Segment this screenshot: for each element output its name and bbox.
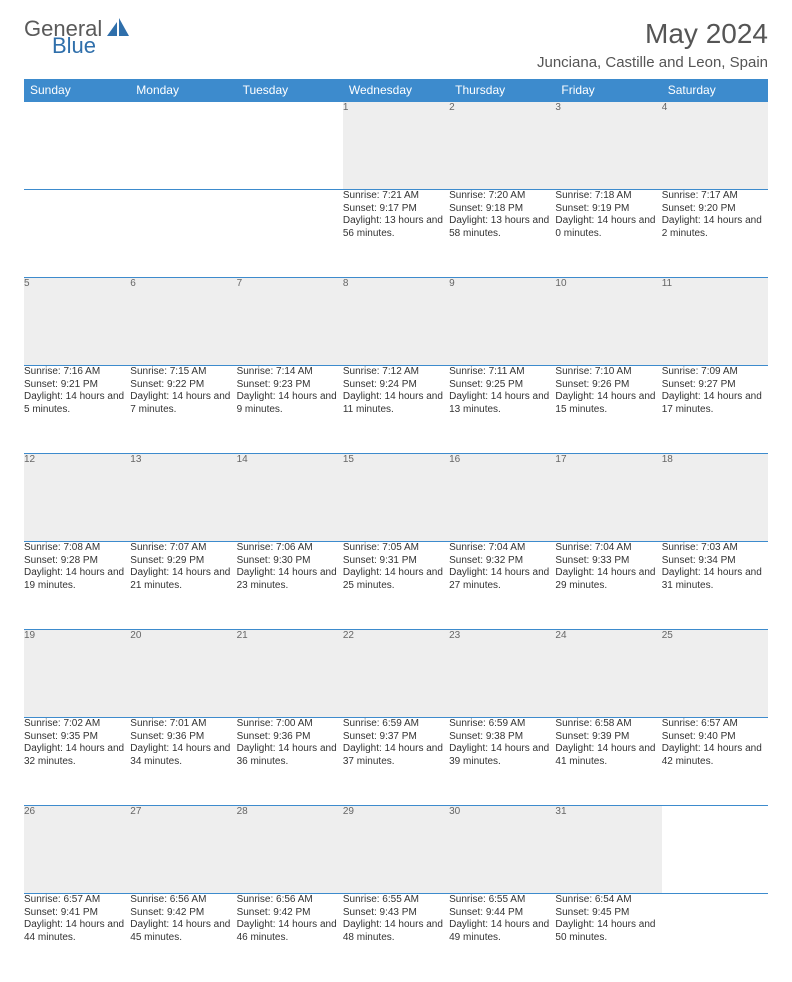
day-number-cell: 12 [24,454,130,542]
day-info-cell: Sunrise: 7:04 AMSunset: 9:33 PMDaylight:… [555,542,661,630]
day-info-cell: Sunrise: 6:54 AMSunset: 9:45 PMDaylight:… [555,894,661,982]
day-number-cell: 5 [24,278,130,366]
day-info-cell: Sunrise: 6:59 AMSunset: 9:37 PMDaylight:… [343,718,449,806]
day-number-cell: 4 [662,102,768,190]
day-info-cell: Sunrise: 6:56 AMSunset: 9:42 PMDaylight:… [237,894,343,982]
day-number-cell: 26 [24,806,130,894]
day-number-cell: 6 [130,278,236,366]
calendar-table: SundayMondayTuesdayWednesdayThursdayFrid… [24,79,768,982]
day-info-cell: Sunrise: 6:56 AMSunset: 9:42 PMDaylight:… [130,894,236,982]
day-info-cell: Sunrise: 6:55 AMSunset: 9:43 PMDaylight:… [343,894,449,982]
day-info-cell: Sunrise: 7:20 AMSunset: 9:18 PMDaylight:… [449,190,555,278]
day-info-cell: Sunrise: 7:21 AMSunset: 9:17 PMDaylight:… [343,190,449,278]
day-info-cell: Sunrise: 6:59 AMSunset: 9:38 PMDaylight:… [449,718,555,806]
day-number-cell: 19 [24,630,130,718]
day-info-cell: Sunrise: 7:01 AMSunset: 9:36 PMDaylight:… [130,718,236,806]
day-info-cell: Sunrise: 7:18 AMSunset: 9:19 PMDaylight:… [555,190,661,278]
calendar-body: 1234Sunrise: 7:21 AMSunset: 9:17 PMDayli… [24,102,768,982]
day-number-cell: 20 [130,630,236,718]
day-number-cell: 10 [555,278,661,366]
day-number-cell: 2 [449,102,555,190]
day-info-cell: Sunrise: 7:02 AMSunset: 9:35 PMDaylight:… [24,718,130,806]
brand-logo: General Blue [24,18,129,57]
day-number-cell: 17 [555,454,661,542]
dow-header: Sunday [24,79,130,102]
day-info-cell: Sunrise: 7:06 AMSunset: 9:30 PMDaylight:… [237,542,343,630]
location: Junciana, Castille and Leon, Spain [537,54,768,71]
page-header: General Blue May 2024 Junciana, Castille… [24,18,768,71]
dow-header: Wednesday [343,79,449,102]
day-info-cell: Sunrise: 6:58 AMSunset: 9:39 PMDaylight:… [555,718,661,806]
day-info-cell [662,894,768,982]
dow-header: Friday [555,79,661,102]
dow-header: Thursday [449,79,555,102]
day-number-cell: 24 [555,630,661,718]
day-number-cell: 16 [449,454,555,542]
dow-header: Saturday [662,79,768,102]
day-info-cell [24,190,130,278]
day-info-cell: Sunrise: 7:17 AMSunset: 9:20 PMDaylight:… [662,190,768,278]
day-number-cell [237,102,343,190]
day-info-cell: Sunrise: 7:10 AMSunset: 9:26 PMDaylight:… [555,366,661,454]
day-info-cell: Sunrise: 7:09 AMSunset: 9:27 PMDaylight:… [662,366,768,454]
dow-header: Tuesday [237,79,343,102]
day-info-cell: Sunrise: 6:57 AMSunset: 9:41 PMDaylight:… [24,894,130,982]
day-info-cell: Sunrise: 7:16 AMSunset: 9:21 PMDaylight:… [24,366,130,454]
day-number-cell: 7 [237,278,343,366]
day-number-cell: 31 [555,806,661,894]
day-number-cell: 25 [662,630,768,718]
day-number-cell: 1 [343,102,449,190]
day-number-cell: 30 [449,806,555,894]
day-number-cell: 29 [343,806,449,894]
month-title: May 2024 [537,18,768,50]
day-number-cell: 8 [343,278,449,366]
day-info-cell: Sunrise: 6:57 AMSunset: 9:40 PMDaylight:… [662,718,768,806]
day-info-cell [130,190,236,278]
day-info-cell: Sunrise: 6:55 AMSunset: 9:44 PMDaylight:… [449,894,555,982]
day-number-cell [130,102,236,190]
day-info-cell: Sunrise: 7:11 AMSunset: 9:25 PMDaylight:… [449,366,555,454]
day-info-cell: Sunrise: 7:03 AMSunset: 9:34 PMDaylight:… [662,542,768,630]
day-number-cell [24,102,130,190]
day-number-cell: 9 [449,278,555,366]
day-info-cell: Sunrise: 7:00 AMSunset: 9:36 PMDaylight:… [237,718,343,806]
day-info-cell: Sunrise: 7:05 AMSunset: 9:31 PMDaylight:… [343,542,449,630]
day-number-cell: 14 [237,454,343,542]
dow-header: Monday [130,79,236,102]
day-info-cell: Sunrise: 7:07 AMSunset: 9:29 PMDaylight:… [130,542,236,630]
day-info-cell: Sunrise: 7:12 AMSunset: 9:24 PMDaylight:… [343,366,449,454]
calendar-page: General Blue May 2024 Junciana, Castille… [0,0,792,982]
day-number-cell: 11 [662,278,768,366]
day-info-cell: Sunrise: 7:04 AMSunset: 9:32 PMDaylight:… [449,542,555,630]
day-info-cell: Sunrise: 7:15 AMSunset: 9:22 PMDaylight:… [130,366,236,454]
day-number-cell: 3 [555,102,661,190]
day-number-cell [662,806,768,894]
day-number-cell: 15 [343,454,449,542]
day-number-cell: 23 [449,630,555,718]
day-info-cell: Sunrise: 7:14 AMSunset: 9:23 PMDaylight:… [237,366,343,454]
day-number-cell: 21 [237,630,343,718]
day-number-cell: 27 [130,806,236,894]
sail-icon [107,18,129,39]
day-info-cell [237,190,343,278]
day-number-cell: 13 [130,454,236,542]
day-number-cell: 28 [237,806,343,894]
day-info-cell: Sunrise: 7:08 AMSunset: 9:28 PMDaylight:… [24,542,130,630]
day-number-cell: 22 [343,630,449,718]
day-number-cell: 18 [662,454,768,542]
calendar-head: SundayMondayTuesdayWednesdayThursdayFrid… [24,79,768,102]
title-block: May 2024 Junciana, Castille and Leon, Sp… [537,18,768,71]
